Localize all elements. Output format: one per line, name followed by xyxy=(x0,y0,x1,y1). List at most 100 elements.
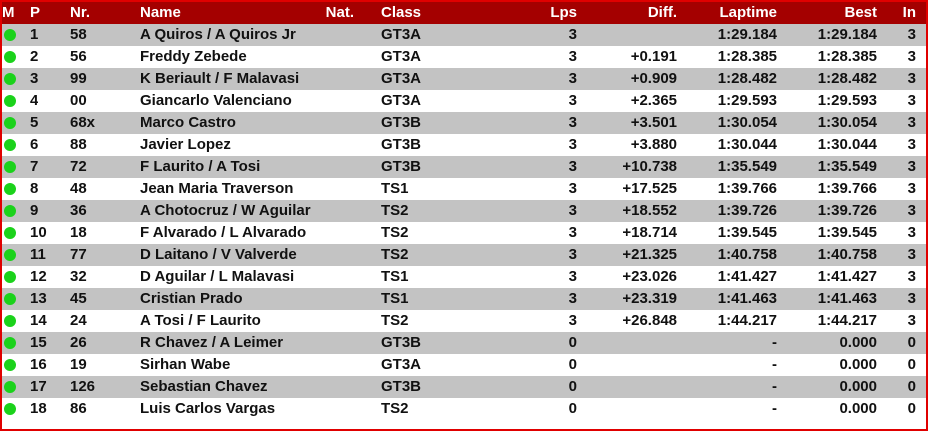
col-header-laptime[interactable]: Laptime xyxy=(719,4,777,21)
class-cell: GT3A xyxy=(381,26,422,43)
diff-cell: +18.714 xyxy=(622,224,677,241)
col-header-class[interactable]: Class xyxy=(381,4,422,21)
table-row[interactable]: 14 24 A Tosi / F Laurito TS2 3 +26.848 1:44.21… xyxy=(2,310,926,332)
status-dot-icon xyxy=(4,73,16,85)
table-row[interactable]: 4 00 Giancarlo Valenciano GT3A 3 +2.365 1:29.5… xyxy=(2,90,926,112)
name-cell: D Aguilar / L Malavasi xyxy=(140,268,295,285)
class-cell: TS2 xyxy=(381,246,409,263)
best-cell: 1:39.726 xyxy=(817,202,877,219)
table-row[interactable]: 2 56 Freddy Zebede GT3A 3 +0.191 1:28.385 1:28.… xyxy=(2,46,926,68)
table-row[interactable]: 9 36 A Chotocruz / W Aguilar TS2 3 +18.552 1:3… xyxy=(2,200,926,222)
class-cell: GT3A xyxy=(381,70,422,87)
col-header-diff[interactable]: Diff. xyxy=(647,4,677,21)
laptime-cell: - xyxy=(772,378,777,395)
col-header-position[interactable]: P xyxy=(30,4,41,21)
number-cell: 56 xyxy=(70,48,87,65)
name-cell: F Alvarado / L Alvarado xyxy=(140,224,307,241)
table-row[interactable]: 13 45 Cristian Prado TS1 3 +23.319 1:41.463 1:4… xyxy=(2,288,926,310)
laps-cell: 0 xyxy=(568,356,577,373)
number-cell: 126 xyxy=(70,378,96,395)
table-row[interactable]: 17 126 Sebastian Chavez GT3B 0 - 0.000 0 xyxy=(2,376,926,398)
diff-cell: +0.909 xyxy=(630,70,677,87)
laps-cell: 3 xyxy=(568,70,577,87)
best-cell: 1:30.044 xyxy=(817,136,877,153)
number-cell: 58 xyxy=(70,26,87,43)
laps-cell: 3 xyxy=(568,290,577,307)
number-cell: 45 xyxy=(70,290,87,307)
laptime-cell: 1:30.054 xyxy=(717,114,777,131)
number-cell: 32 xyxy=(70,268,87,285)
laptime-cell: 1:29.184 xyxy=(717,26,777,43)
laptime-cell: 1:39.545 xyxy=(717,224,777,241)
table-row[interactable]: 18 86 Luis Carlos Vargas TS2 0 - 0.000 0 xyxy=(2,398,926,420)
in-cell: 3 xyxy=(907,48,916,65)
in-cell: 3 xyxy=(907,290,916,307)
laps-cell: 3 xyxy=(568,312,577,329)
laptime-cell: 1:41.427 xyxy=(717,268,777,285)
table-row[interactable]: 1 58 A Quiros / A Quiros Jr GT3A 3 1:29.184 1:… xyxy=(2,24,926,46)
diff-cell: +23.319 xyxy=(622,290,677,307)
col-header-laps[interactable]: Lps xyxy=(550,4,577,21)
name-cell: A Chotocruz / W Aguilar xyxy=(140,202,311,219)
position-cell: 8 xyxy=(30,180,39,197)
position-cell: 10 xyxy=(30,224,47,241)
class-cell: GT3B xyxy=(381,158,422,175)
table-row[interactable]: 7 72 F Laurito / A Tosi GT3B 3 +10.738 1:35.54… xyxy=(2,156,926,178)
table-row[interactable]: 10 18 F Alvarado / L Alvarado TS2 3 +18.714 1:… xyxy=(2,222,926,244)
table-row[interactable]: 11 77 D Laitano / V Valverde TS2 3 +21.325 1:4… xyxy=(2,244,926,266)
col-header-name[interactable]: Name xyxy=(140,4,181,21)
in-cell: 3 xyxy=(907,114,916,131)
laptime-cell: 1:40.758 xyxy=(717,246,777,263)
number-cell: 19 xyxy=(70,356,87,373)
class-cell: TS1 xyxy=(381,180,409,197)
col-header-m[interactable]: M xyxy=(2,4,15,21)
laps-cell: 3 xyxy=(568,26,577,43)
class-cell: GT3A xyxy=(381,92,422,109)
diff-cell: +0.191 xyxy=(630,48,677,65)
position-cell: 13 xyxy=(30,290,47,307)
best-cell: 1:28.482 xyxy=(817,70,877,87)
table-row[interactable]: 6 88 Javier Lopez GT3B 3 +3.880 1:30.044 1:30.0… xyxy=(2,134,926,156)
number-cell: 48 xyxy=(70,180,87,197)
number-cell: 00 xyxy=(70,92,87,109)
status-dot-icon xyxy=(4,95,16,107)
class-cell: TS2 xyxy=(381,224,409,241)
name-cell: Sirhan Wabe xyxy=(140,356,231,373)
col-header-in[interactable]: In xyxy=(902,4,916,21)
diff-cell: +2.365 xyxy=(630,92,677,109)
in-cell: 3 xyxy=(907,312,916,329)
diff-cell: +3.501 xyxy=(630,114,677,131)
table-row[interactable]: 3 99 K Beriault / F Malavasi GT3A 3 +0.909 1:2… xyxy=(2,68,926,90)
table-row[interactable]: 12 32 D Aguilar / L Malavasi TS1 3 +23.026 1:4… xyxy=(2,266,926,288)
table-row[interactable]: 15 26 R Chavez / A Leimer GT3B 0 - 0.000 0 xyxy=(2,332,926,354)
table-row[interactable]: 5 68x Marco Castro GT3B 3 +3.501 1:30.054 1:30.… xyxy=(2,112,926,134)
class-cell: TS2 xyxy=(381,202,409,219)
laptime-cell: 1:44.217 xyxy=(717,312,777,329)
in-cell: 0 xyxy=(907,356,916,373)
laps-cell: 3 xyxy=(568,268,577,285)
name-cell: R Chavez / A Leimer xyxy=(140,334,284,351)
laptime-cell: 1:39.766 xyxy=(717,180,777,197)
diff-cell: +23.026 xyxy=(622,268,677,285)
in-cell: 3 xyxy=(907,202,916,219)
best-cell: 0.000 xyxy=(839,400,877,417)
laps-cell: 3 xyxy=(568,114,577,131)
diff-cell: +10.738 xyxy=(622,158,677,175)
laps-cell: 3 xyxy=(568,158,577,175)
status-dot-icon xyxy=(4,249,16,261)
position-cell: 4 xyxy=(30,92,39,109)
best-cell: 1:28.385 xyxy=(817,48,877,65)
col-header-number[interactable]: Nr. xyxy=(70,4,91,21)
table-row[interactable]: 16 19 Sirhan Wabe GT3A 0 - 0.000 0 xyxy=(2,354,926,376)
name-cell: A Quiros / A Quiros Jr xyxy=(140,26,296,43)
best-cell: 1:29.593 xyxy=(817,92,877,109)
col-header-best[interactable]: Best xyxy=(844,4,877,21)
position-cell: 3 xyxy=(30,70,39,87)
table-row[interactable]: 8 48 Jean Maria Traverson TS1 3 +17.525 1:39.7… xyxy=(2,178,926,200)
laps-cell: 3 xyxy=(568,202,577,219)
col-header-nat[interactable]: Nat. xyxy=(325,4,354,21)
status-dot-icon xyxy=(4,293,16,305)
position-cell: 1 xyxy=(30,26,39,43)
number-cell: 72 xyxy=(70,158,87,175)
diff-cell: +17.525 xyxy=(622,180,677,197)
